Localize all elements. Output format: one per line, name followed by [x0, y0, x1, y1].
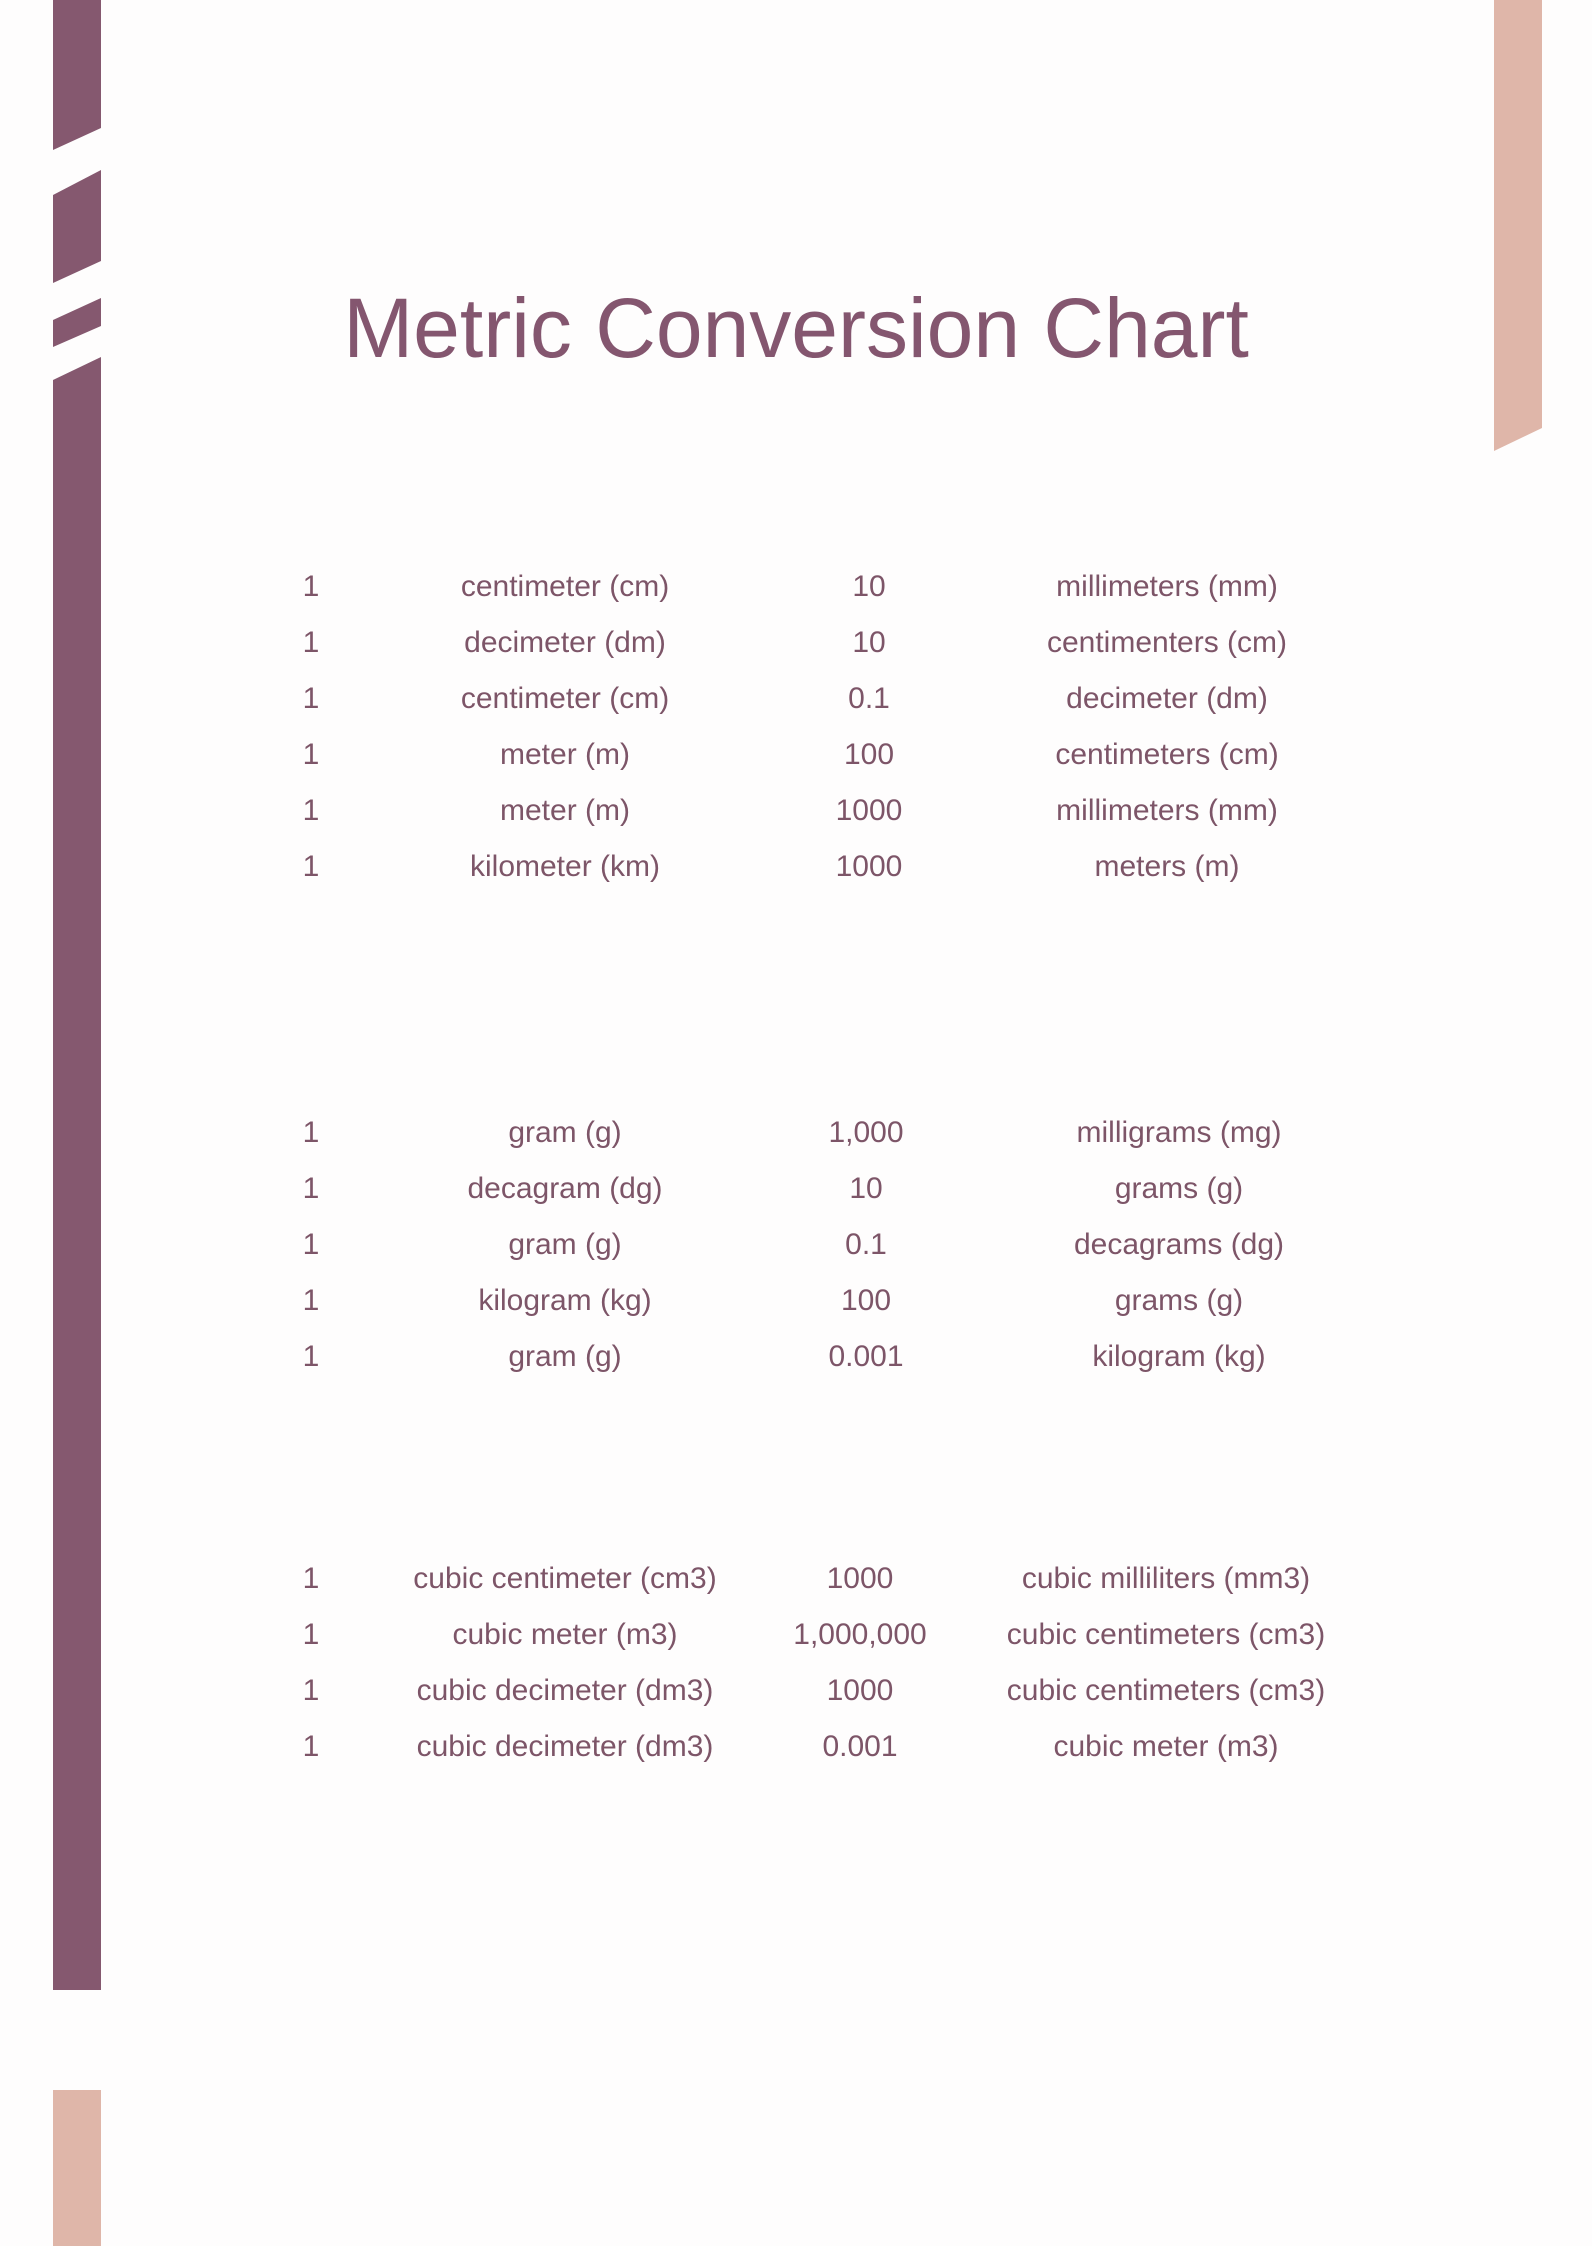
from-unit-cell: centimeter (cm)	[460, 682, 670, 715]
to-unit-cell: cubic centimeters (cm3)	[1006, 1674, 1326, 1707]
table-row: 1 centimeter (cm) 10 millimeters (mm)	[0, 559, 1592, 615]
to-unit-cell: decagrams (dg)	[1073, 1228, 1285, 1261]
to-unit-cell: grams (g)	[1114, 1284, 1244, 1317]
factor-cell: 0.001	[822, 1730, 898, 1763]
factor-cell: 10	[852, 626, 886, 659]
quantity-cell: 1	[302, 850, 320, 883]
table-row: 1 cubic meter (m3) 1,000,000 cubic centimet…	[0, 1607, 1592, 1663]
quantity-cell: 1	[302, 1172, 320, 1205]
from-unit-cell: cubic meter (m3)	[452, 1618, 678, 1651]
from-unit-cell: meter (m)	[500, 794, 630, 827]
page-title: Metric Conversion Chart	[343, 281, 1249, 375]
from-unit-cell: gram (g)	[508, 1116, 622, 1149]
quantity-cell: 1	[302, 1730, 320, 1763]
quantity-cell: 1	[302, 1116, 320, 1149]
table-row: 1 decagram (dg) 10 grams (g)	[0, 1161, 1592, 1217]
to-unit-cell: decimeter (dm)	[1066, 682, 1268, 715]
right-accent-bar	[1494, 0, 1542, 451]
table-row: 1 meter (m) 100 centimeters (cm)	[0, 727, 1592, 783]
to-unit-cell: milligrams (mg)	[1076, 1116, 1282, 1149]
to-unit-cell: millimeters (mm)	[1056, 794, 1278, 827]
from-unit-cell: kilometer (km)	[469, 850, 661, 883]
to-unit-cell: cubic milliliters (mm3)	[1021, 1562, 1311, 1595]
volume-conversion-table: 1 cubic centimeter (cm3) 1000 cubic millili…	[0, 1551, 1592, 1775]
factor-cell: 0.1	[845, 1228, 887, 1261]
from-unit-cell: decimeter (dm)	[464, 626, 666, 659]
table-row: 1 cubic decimeter (dm3) 1000 cubic centimet…	[0, 1663, 1592, 1719]
left-bar-segment	[53, 0, 101, 150]
from-unit-cell: cubic centimeter (cm3)	[413, 1562, 717, 1595]
from-unit-cell: cubic decimeter (dm3)	[416, 1730, 714, 1763]
to-unit-cell: cubic centimeters (cm3)	[1006, 1618, 1326, 1651]
table-row: 1 gram (g) 0.1 decagrams (dg)	[0, 1217, 1592, 1273]
length-conversion-table: 1 centimeter (cm) 10 millimeters (mm) 1 decim…	[0, 559, 1592, 895]
from-unit-cell: centimeter (cm)	[460, 570, 670, 603]
to-unit-cell: cubic meter (m3)	[1053, 1730, 1279, 1763]
table-row: 1 kilogram (kg) 100 grams (g)	[0, 1273, 1592, 1329]
table-row: 1 cubic centimeter (cm3) 1000 cubic millili…	[0, 1551, 1592, 1607]
factor-cell: 1000	[835, 794, 903, 827]
from-unit-cell: cubic decimeter (dm3)	[416, 1674, 714, 1707]
factor-cell: 0.1	[848, 682, 890, 715]
to-unit-cell: meters (m)	[1094, 850, 1240, 883]
to-unit-cell: millimeters (mm)	[1056, 570, 1278, 603]
table-row: 1 gram (g) 1,000 milligrams (mg)	[0, 1105, 1592, 1161]
left-bar-segment	[53, 357, 101, 1990]
from-unit-cell: meter (m)	[500, 738, 630, 771]
factor-cell: 0.001	[828, 1340, 904, 1373]
factor-cell: 1000	[826, 1674, 894, 1707]
factor-cell: 1000	[835, 850, 903, 883]
to-unit-cell: grams (g)	[1114, 1172, 1244, 1205]
quantity-cell: 1	[302, 1284, 320, 1317]
from-unit-cell: gram (g)	[508, 1228, 622, 1261]
factor-cell: 1,000	[828, 1116, 904, 1149]
table-row: 1 meter (m) 1000 millimeters (mm)	[0, 783, 1592, 839]
factor-cell: 10	[852, 570, 886, 603]
quantity-cell: 1	[302, 1340, 320, 1373]
table-row: 1 centimeter (cm) 0.1 decimeter (dm)	[0, 671, 1592, 727]
factor-cell: 10	[849, 1172, 883, 1205]
from-unit-cell: kilogram (kg)	[478, 1284, 652, 1317]
quantity-cell: 1	[302, 682, 320, 715]
quantity-cell: 1	[302, 794, 320, 827]
table-row: 1 kilometer (km) 1000 meters (m)	[0, 839, 1592, 895]
quantity-cell: 1	[302, 1618, 320, 1651]
from-unit-cell: decagram (dg)	[467, 1172, 663, 1205]
left-bottom-accent-bar	[53, 2090, 101, 2246]
table-row: 1 decimeter (dm) 10 centimenters (cm)	[0, 615, 1592, 671]
quantity-cell: 1	[302, 1674, 320, 1707]
table-row: 1 cubic decimeter (dm3) 0.001 cubic meter (…	[0, 1719, 1592, 1775]
quantity-cell: 1	[302, 1228, 320, 1261]
left-bar-segment	[53, 298, 101, 347]
factor-cell: 100	[843, 738, 895, 771]
quantity-cell: 1	[302, 738, 320, 771]
from-unit-cell: gram (g)	[508, 1340, 622, 1373]
mass-conversion-table: 1 gram (g) 1,000 milligrams (mg) 1 decagram (…	[0, 1105, 1592, 1385]
quantity-cell: 1	[302, 1562, 320, 1595]
factor-cell: 100	[840, 1284, 892, 1317]
factor-cell: 1,000,000	[793, 1618, 927, 1651]
table-row: 1 gram (g) 0.001 kilogram (kg)	[0, 1329, 1592, 1385]
factor-cell: 1000	[826, 1562, 894, 1595]
quantity-cell: 1	[302, 570, 320, 603]
to-unit-cell: kilogram (kg)	[1092, 1340, 1266, 1373]
to-unit-cell: centimeters (cm)	[1055, 738, 1279, 771]
quantity-cell: 1	[302, 626, 320, 659]
to-unit-cell: centimenters (cm)	[1046, 626, 1288, 659]
left-bar-segment	[53, 170, 101, 283]
